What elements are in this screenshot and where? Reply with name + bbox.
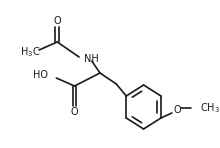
Text: O: O [173, 105, 181, 115]
Text: $\mathregular{H_3C}$: $\mathregular{H_3C}$ [20, 45, 40, 59]
Text: HO: HO [33, 70, 48, 80]
Text: O: O [53, 16, 61, 26]
Text: NH: NH [84, 54, 98, 64]
Text: O: O [71, 107, 78, 117]
Text: $\mathregular{CH_3}$: $\mathregular{CH_3}$ [200, 101, 220, 115]
